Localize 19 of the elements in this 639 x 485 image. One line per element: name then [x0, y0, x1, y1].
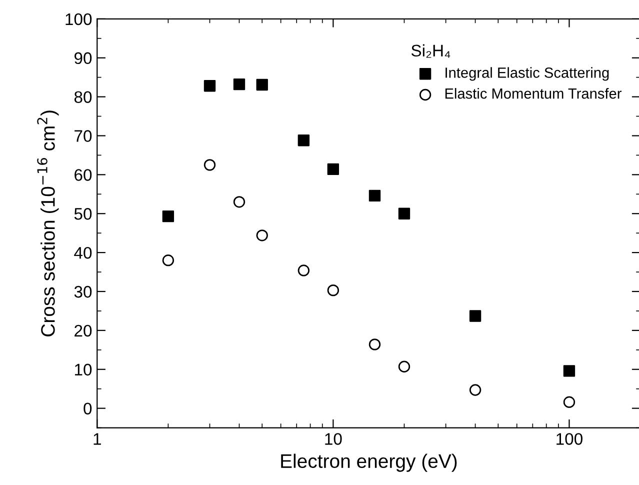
- y-tick-label: 30: [74, 286, 92, 298]
- y-tick-label: 60: [74, 169, 92, 181]
- x-tick-label: 10: [325, 433, 342, 445]
- y-tick-label: 0: [84, 402, 92, 415]
- x-tick-label: 1: [94, 433, 101, 445]
- legend-label: Elastic Momentum Transfer: [445, 88, 622, 99]
- y-tick-label: 100: [66, 13, 92, 26]
- y-tick-label: 10: [75, 364, 92, 376]
- y-tick-label: 80: [74, 91, 92, 103]
- y-tick-label: 90: [74, 52, 92, 64]
- legend-label: Integral Elastic Scattering: [446, 67, 609, 81]
- y-tick-label: 20: [74, 324, 92, 337]
- y-axis-title: Cross section (10$^{−16}$ cm$^{2}$): [37, 110, 59, 336]
- y-tick-label: 40: [74, 246, 92, 259]
- y-tick-label: 50: [74, 208, 92, 220]
- legend-title: Si₂H₄: [411, 44, 450, 58]
- x-axis-title: Electron energy (eV): [281, 454, 457, 472]
- y-tick-label: 70: [74, 130, 92, 142]
- x-tick-label: 100: [556, 433, 582, 445]
